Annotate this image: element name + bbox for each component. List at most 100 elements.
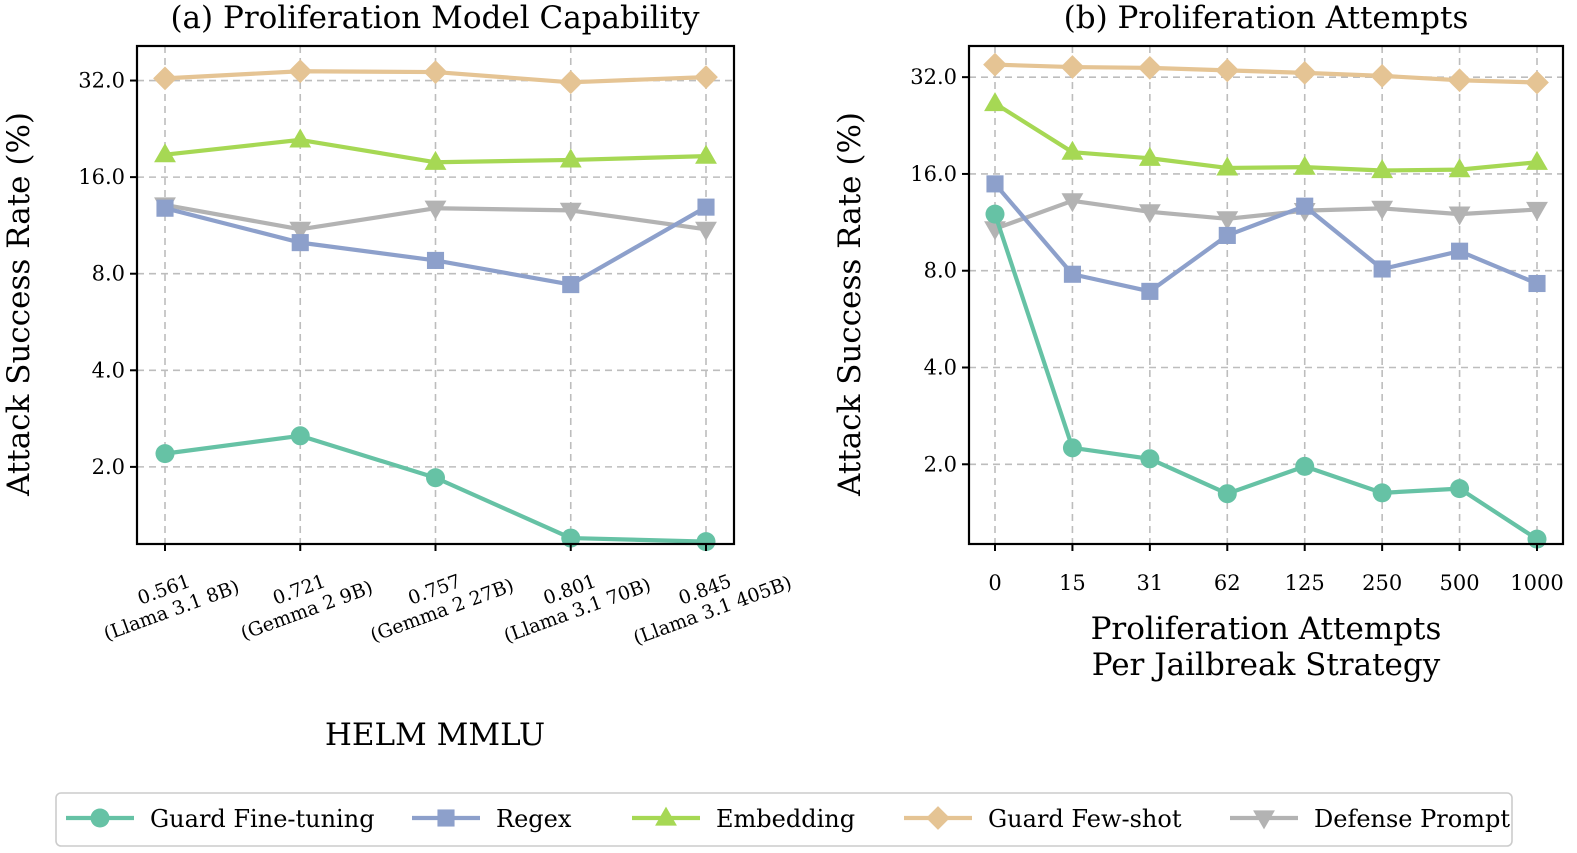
- x-tick-label: 0.845(Llama 3.1 405B): [630, 570, 794, 649]
- legend-label: Embedding: [716, 805, 855, 833]
- defense-prompt-point: [1448, 206, 1471, 226]
- defense-prompt-point: [695, 221, 717, 241]
- legend-label: Guard Few-shot: [988, 805, 1182, 833]
- panel-a-series-guard-few-shot: [153, 59, 718, 95]
- defense-prompt-point: [1371, 200, 1394, 220]
- defense-prompt-point: [1061, 193, 1084, 213]
- x-tick-label: 15: [1059, 571, 1086, 595]
- regex-point: [562, 276, 580, 294]
- legend-item-embedding: Embedding: [632, 805, 855, 833]
- defense-prompt-point: [289, 221, 312, 241]
- regex-point: [697, 198, 715, 216]
- guard-fine-tuning-point: [985, 204, 1005, 224]
- panel-a-series-guard-fine-tuning: [155, 426, 716, 552]
- guard-few-shot-line: [994, 62, 1538, 85]
- panel-a-x-axis-label: HELM MMLU: [325, 717, 545, 753]
- embedding-point: [1138, 146, 1161, 166]
- legend-marker: [1253, 810, 1275, 830]
- embedding-point: [1293, 155, 1316, 175]
- embedding-point: [559, 148, 582, 168]
- guard-fine-tuning-point: [1217, 484, 1237, 504]
- guard-few-shot-point: [558, 70, 583, 95]
- legend-item-regex: Regex: [412, 805, 572, 833]
- x-tick-label: 31: [1136, 571, 1163, 595]
- x-tick-label: 62: [1214, 571, 1241, 595]
- guard-few-shot-point: [1215, 58, 1240, 83]
- legend: Guard Fine-tuning Regex Embedding Guard Few…: [55, 792, 1513, 847]
- x-tick-label: 1000: [1510, 571, 1563, 595]
- embedding-point: [1448, 158, 1471, 178]
- y-tick-label: 2.0: [92, 455, 125, 479]
- regex-point: [1141, 282, 1159, 300]
- defense-prompt-point: [1138, 204, 1161, 224]
- panel-b-title: (b) Proliferation Attempts: [1064, 0, 1469, 36]
- x-tick-label: 0.721(Gemma 2 9B): [238, 570, 376, 644]
- panel-b-series-embedding: [984, 92, 1548, 179]
- panel-b-series: [983, 52, 1549, 549]
- panel-b-x-axis-label-line-2: Per Jailbreak Strategy: [1092, 647, 1441, 683]
- panel-proliferation-model-capability: (a) Proliferation Model Capability Attac…: [1, 0, 795, 753]
- y-tick-label: 8.0: [92, 262, 125, 286]
- embedding-point: [289, 128, 312, 148]
- panel-b-gridlines: [969, 46, 1563, 544]
- guard-fine-tuning-line: [993, 213, 1539, 541]
- guard-fine-tuning-point: [1372, 483, 1392, 503]
- regex-point: [1218, 226, 1236, 244]
- regex-point: [1063, 265, 1081, 283]
- regex-point: [156, 199, 174, 217]
- panel-b-ticks: 2.0 4.0 8.0 16.0 32.0 0 15 31 62 125 250 500 1000: [910, 65, 1563, 595]
- regex-point: [426, 251, 445, 269]
- panel-b-series-guard-few-shot: [983, 52, 1549, 95]
- x-tick-label: 0.801(Llama 3.1 70B): [501, 570, 654, 647]
- y-tick-label: 16.0: [78, 165, 125, 189]
- embedding-point: [1061, 140, 1084, 160]
- embedding-line: [993, 101, 1538, 173]
- x-tick-label: 125: [1285, 571, 1325, 595]
- guard-few-shot-point: [1525, 70, 1549, 95]
- embedding-point: [424, 150, 447, 170]
- legend-label: Regex: [496, 805, 572, 833]
- guard-few-shot-point: [1370, 63, 1395, 88]
- regex-point: [1451, 242, 1469, 260]
- panel-a-y-axis-label: Attack Success Rate (%): [1, 112, 37, 497]
- legend-box: [55, 792, 1513, 847]
- y-tick-label: 32.0: [910, 65, 957, 89]
- guard-few-shot-point: [288, 59, 313, 84]
- guard-few-shot-point: [983, 52, 1007, 77]
- legend-marker: [926, 806, 950, 830]
- embedding-point: [1526, 150, 1548, 170]
- guard-few-shot-point: [1137, 55, 1162, 80]
- regex-line: [993, 182, 1538, 294]
- panel-b-frame: [967, 44, 1565, 546]
- regex-point: [1373, 260, 1391, 278]
- legend-label: Defense Prompt: [1314, 805, 1510, 833]
- panel-a-series-embedding: [154, 128, 717, 170]
- panel-a-series-defense-prompt: [154, 197, 717, 241]
- x-tick-label: 250: [1362, 571, 1402, 595]
- legend-item-guard-fine-tuning: Guard Fine-tuning: [66, 805, 375, 833]
- guard-few-shot-point: [1060, 55, 1085, 79]
- legend-item-guard-few-shot: Guard Few-shot: [904, 805, 1182, 833]
- panel-a-title: (a) Proliferation Model Capability: [170, 0, 700, 36]
- embedding-point: [695, 144, 717, 164]
- guard-few-shot-point: [1292, 60, 1317, 85]
- guard-fine-tuning-point: [290, 426, 310, 446]
- x-tick-label: 0.757(Gemma 2 27B): [367, 570, 516, 646]
- guard-fine-tuning-point: [1450, 479, 1470, 499]
- y-tick-label: 32.0: [78, 69, 125, 93]
- defense-prompt-line: [994, 198, 1538, 231]
- defense-prompt-point: [1526, 201, 1548, 221]
- x-tick-label: 0: [988, 571, 1001, 595]
- guard-fine-tuning-point: [561, 528, 581, 548]
- legend-marker: [437, 809, 455, 827]
- panel-b-series-defense-prompt: [984, 193, 1548, 241]
- regex-point: [1296, 197, 1314, 215]
- embedding-point: [1371, 159, 1394, 179]
- x-tick-label: 500: [1440, 571, 1480, 595]
- guard-fine-tuning-point: [696, 532, 716, 552]
- panel-b-y-axis-label: Attack Success Rate (%): [832, 112, 868, 497]
- y-tick-label: 16.0: [910, 162, 957, 186]
- legend-item-defense-prompt: Defense Prompt: [1230, 805, 1510, 833]
- guard-fine-tuning-point: [1295, 456, 1315, 476]
